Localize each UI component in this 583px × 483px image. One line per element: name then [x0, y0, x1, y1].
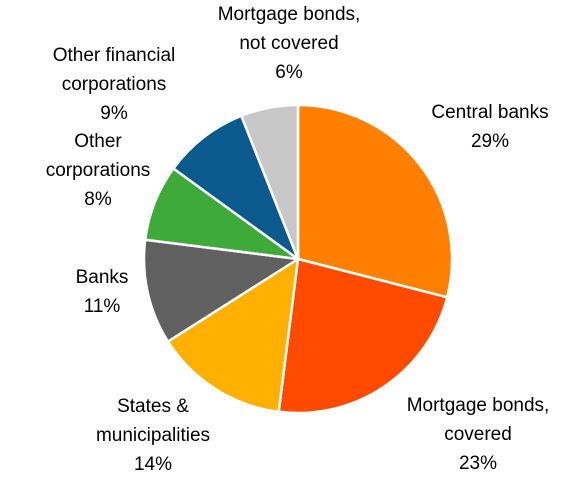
slice-name-line-0-0: Central banks — [431, 102, 548, 123]
slice-value-label-3: 11% — [84, 296, 121, 317]
slice-name-line-6-0: Mortgage bonds, — [218, 4, 361, 25]
slice-name-line-5-1: corporations — [62, 74, 167, 95]
slice-label-6: Mortgage bonds, not covered 6% — [218, 4, 361, 83]
pie-slice-5 — [172, 114, 300, 261]
slice-label-3: Banks 11% — [76, 267, 129, 317]
slice-label-5: Other financial corporations 9% — [53, 45, 176, 124]
slice-name-line-3-0: Banks — [76, 267, 129, 288]
slice-name-line-2-0: States & — [117, 396, 189, 417]
slice-name-line-4-0: Other — [74, 131, 122, 152]
pie-slices — [142, 103, 454, 415]
pie-labels: Central banks 29% Mortgage bonds, covered 23… — [46, 4, 550, 475]
slice-value-label-6: 6% — [275, 62, 303, 83]
pie-slice-6 — [240, 103, 300, 261]
slice-name-line-6-1: not covered — [239, 33, 338, 54]
slice-label-2: States & municipalities 14% — [96, 396, 210, 475]
pie-slice-2 — [166, 257, 300, 414]
pie-slice-3 — [142, 238, 300, 343]
slice-name-line-2-1: municipalities — [96, 425, 210, 446]
slice-label-4: Other corporations 8% — [46, 131, 151, 210]
pie-slice-1 — [277, 257, 449, 415]
slice-value-label-5: 9% — [100, 103, 128, 124]
slice-name-line-4-1: corporations — [46, 160, 151, 181]
slice-label-0: Central banks 29% — [431, 102, 548, 152]
slice-value-label-0: 29% — [471, 131, 509, 152]
slice-value-label-4: 8% — [84, 189, 112, 210]
slice-name-line-1-0: Mortgage bonds, — [407, 395, 550, 416]
slice-name-line-1-1: covered — [444, 424, 512, 445]
slice-name-line-5-0: Other financial — [53, 45, 176, 66]
slice-value-label-2: 14% — [134, 454, 172, 475]
slice-label-1: Mortgage bonds, covered 23% — [407, 395, 550, 474]
slice-value-label-1: 23% — [459, 453, 497, 474]
pie-slice-0 — [296, 103, 454, 299]
